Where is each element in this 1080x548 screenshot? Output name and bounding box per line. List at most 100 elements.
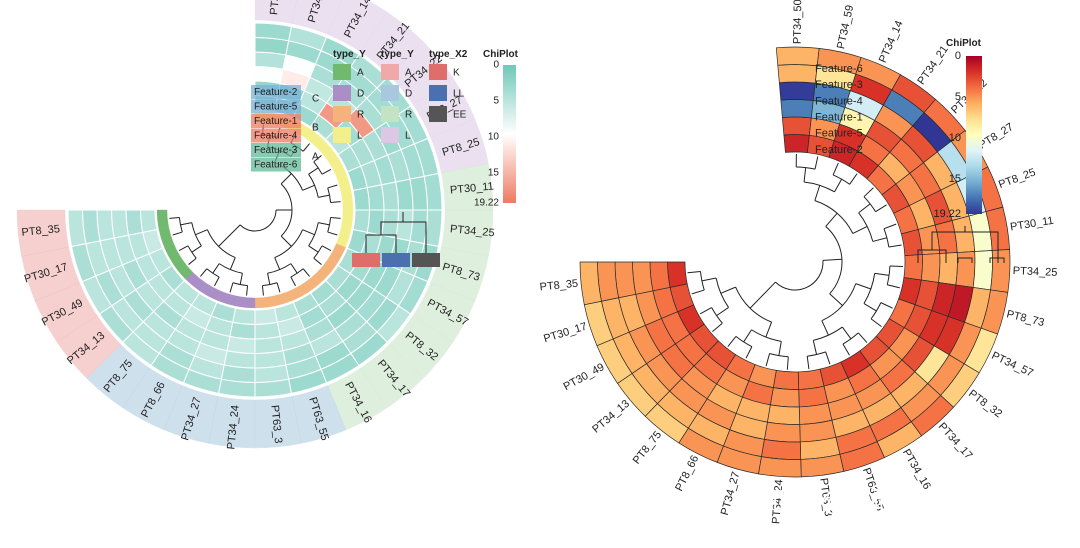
dendro-branch <box>812 340 818 355</box>
feature-labels: Feature-2 Feature-5 Feature-1 Feature-4 Feat… <box>251 85 319 172</box>
heat-cell <box>920 253 941 283</box>
heat-cell <box>614 261 637 299</box>
sample-label: PT34_14 <box>877 19 906 65</box>
heat-cell <box>766 404 801 425</box>
dendro-branch <box>825 351 831 365</box>
dendro-branch <box>280 173 292 185</box>
track-cell <box>156 209 169 230</box>
heat-cell <box>903 254 923 281</box>
sample-label: PT34_17 <box>936 421 975 462</box>
colorbar-title: ChiPlot <box>483 49 519 60</box>
dendro-branch <box>327 184 338 189</box>
heat-cell <box>763 421 801 443</box>
dendro-branch <box>313 155 322 163</box>
dendro-arc <box>735 286 772 323</box>
dendro-branch <box>803 167 807 183</box>
legend-swatch <box>333 106 351 122</box>
dendro-branch <box>720 286 736 294</box>
dendro-branch <box>274 257 281 270</box>
dendro-branch <box>687 270 701 274</box>
dendro-branch <box>302 229 315 236</box>
dendrogram <box>687 154 903 370</box>
dendro-branch <box>178 245 189 251</box>
heat-cell <box>125 209 144 236</box>
left-circular-heatmap: PT34_50PT34_59PT34_14PT34_21PT34_22PT8_2… <box>16 0 495 450</box>
heat-cell <box>649 261 671 292</box>
column-dendro-branch <box>365 212 427 253</box>
dendro-branch <box>302 143 310 152</box>
dendro-branch <box>321 169 332 175</box>
dendro-arc <box>290 268 304 278</box>
sample-label: PT34_13 <box>590 398 632 436</box>
colorbar-tick: 0 <box>955 50 961 62</box>
heat-cell <box>67 209 87 248</box>
dendro-branch <box>821 320 829 336</box>
sample-label: PT30_49 <box>562 361 607 393</box>
heat-cell <box>110 209 130 239</box>
track-cell <box>341 209 354 230</box>
dendro-branch <box>218 224 241 247</box>
dendro-branch <box>743 329 752 343</box>
dendro-arc <box>308 173 319 198</box>
dendro-arc <box>313 245 323 259</box>
dendro-arc <box>239 209 277 232</box>
dendro-branch <box>280 235 292 247</box>
dendro-branch <box>786 356 789 370</box>
sample-label: PT8_75 <box>631 429 664 467</box>
dendro-branch <box>261 285 264 296</box>
dendro-branch <box>849 173 858 185</box>
dendro-branch <box>290 276 296 287</box>
legend-item-label: A <box>357 68 364 79</box>
sample-label: PT8_35 <box>539 278 579 294</box>
legend-item-label: L <box>357 131 363 142</box>
heat-cell <box>579 261 602 306</box>
heat-cell <box>254 65 284 85</box>
legend-swatch <box>333 85 351 101</box>
feature-label: Feature-1 <box>254 116 298 127</box>
dendro-branch <box>330 216 341 219</box>
feature-label-bg <box>251 128 301 143</box>
dendro-branch <box>172 231 183 236</box>
column-group-bar <box>352 253 380 267</box>
dendro-branch <box>829 293 843 306</box>
legend-title: type_Y <box>381 49 414 60</box>
dendro-branch <box>716 307 729 317</box>
dendro-branch <box>874 272 890 276</box>
column-dendrogram <box>352 212 440 267</box>
feature-group-label: B <box>312 123 319 134</box>
dendro-branch <box>842 343 850 356</box>
dendro-branch <box>858 203 871 214</box>
dendro-branch <box>308 167 319 175</box>
feature-label-bg <box>251 85 301 99</box>
dendro-branch <box>870 318 882 328</box>
colorbar-tick: 19.22 <box>474 198 499 209</box>
sample-label: PT63_3 <box>268 404 284 444</box>
feature-label: Feature-2 <box>815 144 863 156</box>
feature-label-bg <box>251 143 301 157</box>
legend-item-label: L <box>405 131 411 142</box>
colorbar-title: ChiPlot <box>946 38 982 49</box>
legend-item-label: LL <box>453 89 465 100</box>
heat-cell <box>797 368 825 390</box>
dendro-branch <box>814 156 819 170</box>
dendro-branch <box>852 225 868 234</box>
heat-cell <box>229 321 256 340</box>
colorbar-tick: 0 <box>493 60 499 71</box>
left-legends: type_YADRLtype_YADRLtype_X2KLLEEChiPlot0… <box>333 49 519 209</box>
legend-swatch <box>429 64 447 80</box>
colorbar-tick: 5 <box>955 91 961 103</box>
heat-cell <box>667 261 688 288</box>
dendro-branch <box>727 336 737 347</box>
dendro-arc <box>267 263 292 274</box>
heat-cell <box>769 387 800 408</box>
colorbar-tick: 19.22 <box>933 208 961 220</box>
sample-label: PT34_25 <box>449 223 495 239</box>
dendro-branch <box>765 353 771 367</box>
dendro-branch <box>765 321 773 338</box>
dendro-arc <box>775 260 824 291</box>
heat-cell <box>254 321 281 340</box>
sample-label: PT30_11 <box>449 180 494 196</box>
dendro-branch <box>841 326 852 340</box>
feature-labels: Feature-6 Feature-3 Feature-4 Feature-1 Feat… <box>815 63 863 156</box>
